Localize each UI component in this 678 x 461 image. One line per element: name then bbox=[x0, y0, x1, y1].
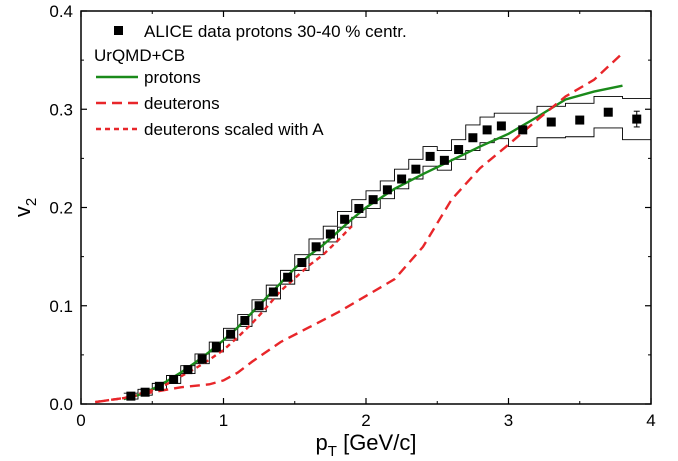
data-point bbox=[140, 387, 150, 397]
data-point bbox=[368, 195, 378, 205]
legend: ALICE data protons 30-40 % centr. UrQMD+… bbox=[94, 22, 407, 139]
data-point bbox=[311, 242, 321, 252]
series-line-deuterons bbox=[95, 52, 624, 404]
data-point bbox=[397, 174, 407, 184]
data-point bbox=[126, 391, 136, 401]
data-point bbox=[169, 374, 179, 384]
x-tick-label: 0 bbox=[76, 411, 85, 430]
y-tick-label: 0.0 bbox=[49, 395, 73, 414]
x-tick-label: 4 bbox=[646, 411, 655, 430]
legend-label-alice: ALICE data protons 30-40 % centr. bbox=[144, 22, 407, 41]
plot-content bbox=[95, 52, 651, 404]
data-point bbox=[496, 121, 506, 131]
data-point bbox=[518, 125, 528, 135]
y-tick-label: 0.3 bbox=[49, 100, 73, 119]
data-point bbox=[240, 315, 250, 325]
legend-label-deuterons: deuterons bbox=[144, 94, 220, 113]
x-axis-title: pT [GeV/c] bbox=[316, 430, 417, 460]
data-point bbox=[546, 117, 556, 127]
data-point bbox=[340, 214, 350, 224]
data-point bbox=[482, 125, 492, 135]
data-point bbox=[211, 342, 221, 352]
x-tick-label: 2 bbox=[361, 411, 370, 430]
y-tick-label: 0.4 bbox=[49, 2, 73, 21]
x-tick-label: 3 bbox=[504, 411, 513, 430]
y-tick-label: 0.2 bbox=[49, 199, 73, 218]
legend-group-title: UrQMD+CB bbox=[94, 46, 185, 65]
data-point bbox=[354, 203, 364, 213]
data-point bbox=[325, 229, 335, 239]
data-point bbox=[468, 133, 478, 143]
data-point bbox=[226, 329, 236, 339]
data-point bbox=[197, 354, 207, 364]
legend-label-deuterons-scaled: deuterons scaled with A bbox=[144, 120, 324, 139]
data-point bbox=[183, 365, 193, 375]
y-tick-label: 0.1 bbox=[49, 297, 73, 316]
data-point bbox=[283, 272, 293, 282]
systematic-band-upper bbox=[123, 96, 651, 394]
data-point bbox=[575, 115, 585, 125]
data-point bbox=[382, 185, 392, 195]
data-point bbox=[454, 145, 464, 155]
x-tick-label: 1 bbox=[219, 411, 228, 430]
systematic-band-lower bbox=[123, 127, 651, 400]
data-point bbox=[154, 381, 164, 391]
y-axis-title: v2 bbox=[10, 198, 40, 217]
data-point bbox=[425, 151, 435, 161]
data-point bbox=[603, 107, 613, 117]
legend-marker-alice bbox=[114, 26, 123, 35]
data-point bbox=[254, 301, 264, 311]
data-point bbox=[439, 155, 449, 165]
data-point bbox=[411, 164, 421, 174]
axis-ticks: 0 1 2 3 4 0.0 0.1 0.2 0.3 0.4 bbox=[49, 2, 655, 430]
legend-label-protons: protons bbox=[144, 68, 201, 87]
data-point bbox=[297, 258, 307, 268]
data-point bbox=[268, 287, 278, 297]
